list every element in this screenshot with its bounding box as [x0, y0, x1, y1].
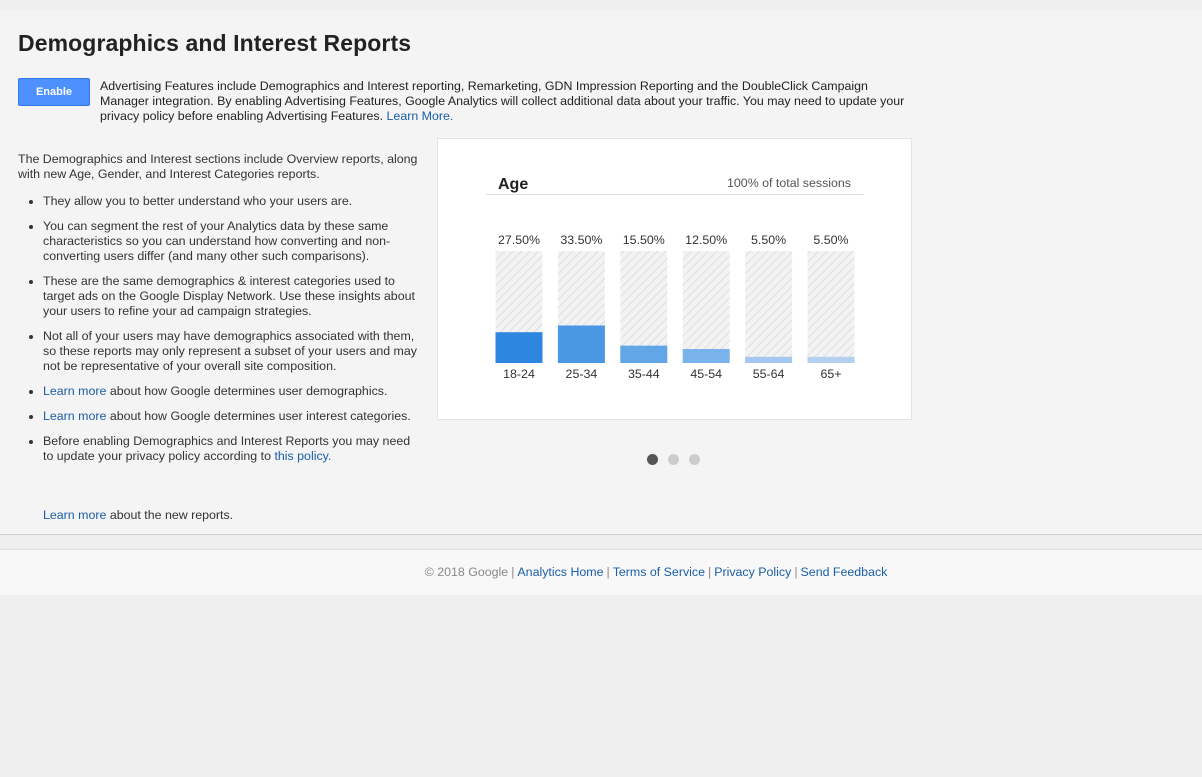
value-label: 5.50% — [751, 233, 786, 247]
new-reports-text: about the new reports. — [109, 508, 234, 522]
category-label: 45-54 — [690, 367, 722, 381]
bar-track — [620, 251, 668, 363]
age-bar-chart: 27.50% 18-24 33.50% 25-34 15.50% 35-44 12.50% 4… — [495, 233, 855, 381]
list-item: They allow you to better understand who … — [43, 194, 418, 209]
bar-track — [745, 251, 793, 363]
category-label: 55-64 — [753, 367, 785, 381]
category-label: 65+ — [820, 367, 841, 381]
page-title: Demographics and Interest Reports — [18, 30, 412, 56]
list-item: Before enabling Demographics and Interes… — [43, 434, 418, 464]
bar-35-44[interactable] — [620, 345, 668, 363]
bar-45-54[interactable] — [682, 349, 730, 363]
footer-content: © 2018 Google | Analytics Home | Terms of Se… — [424, 565, 888, 579]
list-item: Not all of your users may have demograph… — [43, 329, 418, 374]
footer-link-privacy[interactable]: Privacy Policy — [714, 565, 792, 579]
category-label: 35-44 — [628, 367, 660, 381]
list-item: These are the same demographics & intere… — [43, 274, 418, 319]
footer-link-feedback[interactable]: Send Feedback — [800, 565, 888, 579]
age-chart-card: Age 100% of total sessions 27.50% 18-24 33… — [437, 138, 912, 420]
list-item-text: Before enabling Demographics and Interes… — [43, 434, 411, 463]
category-label: 18-24 — [503, 367, 535, 381]
footer-divider — [0, 534, 1202, 535]
this-policy-link[interactable]: this policy. — [274, 449, 332, 463]
learn-more-interests-link[interactable]: Learn more — [43, 409, 107, 423]
new-reports-note: Learn more about the new reports. — [43, 508, 233, 523]
chart-title: Age — [498, 176, 529, 193]
bar-25-34[interactable] — [557, 325, 605, 363]
copyright: © 2018 Google — [424, 565, 509, 579]
benefits-list: They allow you to better understand who … — [18, 194, 418, 474]
value-label: 5.50% — [813, 233, 848, 247]
learn-more-new-reports-link[interactable]: Learn more — [43, 508, 107, 522]
main-panel: Demographics and Interest Reports Enable… — [0, 10, 1202, 534]
footer-link-terms[interactable]: Terms of Service — [612, 565, 705, 579]
enable-button[interactable]: Enable — [18, 78, 90, 106]
intro-text: Advertising Features include Demographic… — [100, 79, 905, 123]
footer-link-analytics-home[interactable]: Analytics Home — [517, 565, 604, 579]
list-item: You can segment the rest of your Analyti… — [43, 219, 418, 264]
chart-header-divider — [486, 194, 864, 195]
learn-more-demographics-link[interactable]: Learn more — [43, 384, 107, 398]
list-item-text: about how Google determines user interes… — [109, 409, 411, 423]
list-item: Learn more about how Google determines u… — [43, 384, 418, 399]
footer: © 2018 Google | Analytics Home | Terms of Se… — [0, 549, 1202, 595]
bar-55-64[interactable] — [745, 356, 793, 363]
carousel-dot[interactable] — [689, 454, 700, 465]
carousel-dot[interactable] — [647, 454, 658, 465]
value-label: 12.50% — [685, 233, 727, 247]
category-label: 25-34 — [566, 367, 598, 381]
value-label: 33.50% — [560, 233, 602, 247]
top-band — [0, 0, 1202, 10]
chart-subtitle: 100% of total sessions — [727, 176, 851, 190]
sections-description: The Demographics and Interest sections i… — [18, 152, 418, 181]
bar-65+[interactable] — [807, 356, 855, 363]
bar-track — [807, 251, 855, 363]
value-label: 27.50% — [498, 233, 540, 247]
list-item: Learn more about how Google determines u… — [43, 409, 418, 424]
advertising-features-intro: Advertising Features include Demographic… — [100, 79, 912, 124]
list-item-text: about how Google determines user demogra… — [109, 384, 388, 398]
bar-track — [682, 251, 730, 363]
carousel-dot[interactable] — [668, 454, 679, 465]
learn-more-link[interactable]: Learn More. — [386, 109, 454, 123]
value-label: 15.50% — [623, 233, 665, 247]
bar-18-24[interactable] — [495, 332, 543, 363]
